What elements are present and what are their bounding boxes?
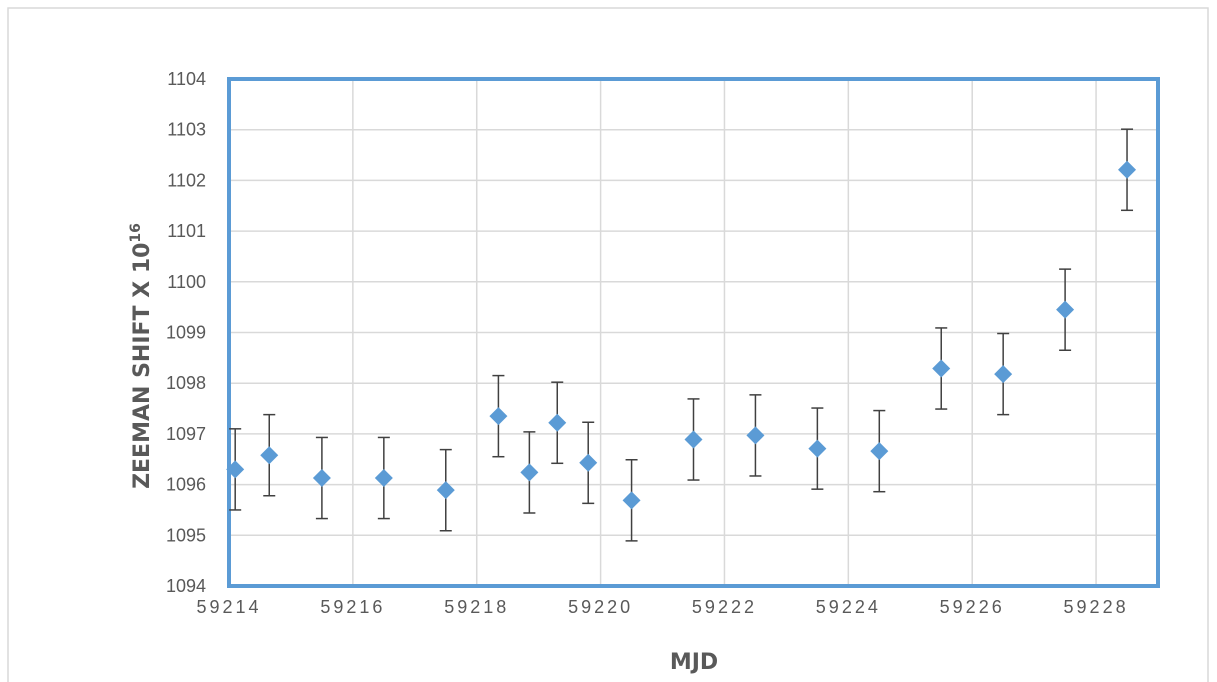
diamond-marker xyxy=(1118,160,1137,179)
diamond-marker xyxy=(489,407,508,426)
y-tick-label: 1097 xyxy=(166,424,206,444)
y-tick-label: 1101 xyxy=(167,221,206,241)
diamond-marker xyxy=(746,426,765,445)
data-point xyxy=(808,407,827,490)
diamond-marker xyxy=(260,446,279,465)
x-tick-label: 59224 xyxy=(816,597,881,617)
y-tick-label: 1095 xyxy=(166,525,206,545)
diamond-marker xyxy=(436,481,455,500)
y-tick-label: 1096 xyxy=(166,475,206,495)
diamond-marker xyxy=(548,413,567,432)
diamond-marker xyxy=(226,460,245,479)
y-tick-label: 1099 xyxy=(166,323,206,343)
data-point xyxy=(746,394,765,477)
y-tick-label: 1094 xyxy=(166,576,206,596)
y-tick-label: 1104 xyxy=(167,69,206,89)
x-axis-ticks: 59214 59216 59218 59220 59222 59224 59226 59228 xyxy=(196,597,1129,617)
y-axis-title-superscript: 16 xyxy=(128,223,144,242)
diamond-marker xyxy=(932,359,951,378)
x-tick-label: 59216 xyxy=(320,597,385,617)
data-point xyxy=(260,413,279,497)
data-point xyxy=(684,398,703,481)
diamond-marker xyxy=(579,453,598,472)
diamond-marker xyxy=(520,463,539,482)
diamond-marker xyxy=(1056,300,1075,319)
y-tick-label: 1102 xyxy=(167,170,206,190)
y-tick-label: 1100 xyxy=(167,272,206,292)
y-axis-title: ZEEMAN SHIFT X 1016 xyxy=(128,223,155,489)
data-point xyxy=(622,459,641,542)
y-tick-label: 1103 xyxy=(167,120,206,140)
y-axis-title-main: ZEEMAN SHIFT X 10 xyxy=(130,243,155,489)
data-point xyxy=(520,431,539,514)
data-point xyxy=(870,409,889,493)
data-point xyxy=(1056,268,1075,351)
diamond-marker xyxy=(870,442,889,461)
x-axis-title: MJD xyxy=(670,650,718,675)
diamond-marker xyxy=(312,469,331,488)
x-tick-label: 59228 xyxy=(1064,597,1129,617)
diamond-marker xyxy=(622,491,641,510)
diamond-marker xyxy=(808,439,827,458)
data-point xyxy=(374,436,393,520)
data-series xyxy=(226,128,1137,542)
diamond-marker xyxy=(374,469,393,488)
chart-area-border xyxy=(7,7,1209,682)
diamond-marker xyxy=(684,430,703,449)
x-tick-label: 59222 xyxy=(692,597,757,617)
x-tick-label: 59218 xyxy=(444,597,509,617)
data-point xyxy=(489,374,508,458)
data-point xyxy=(312,436,331,520)
gridlines xyxy=(228,78,1158,587)
data-point xyxy=(548,381,567,465)
data-point xyxy=(436,448,455,532)
x-tick-label: 59226 xyxy=(940,597,1005,617)
diamond-marker xyxy=(994,365,1013,384)
plot-area-border xyxy=(227,77,1160,588)
data-point xyxy=(226,428,245,511)
x-tick-label: 59220 xyxy=(568,597,633,617)
data-point xyxy=(932,327,951,410)
data-point xyxy=(1118,128,1137,212)
x-tick-label: 59214 xyxy=(196,597,261,617)
data-point xyxy=(579,421,598,505)
data-point xyxy=(994,332,1013,416)
y-axis-ticks: 1094 1095 1096 1097 1098 1099 1100 1101 1102 1103… xyxy=(166,69,206,596)
y-tick-label: 1098 xyxy=(166,373,206,393)
